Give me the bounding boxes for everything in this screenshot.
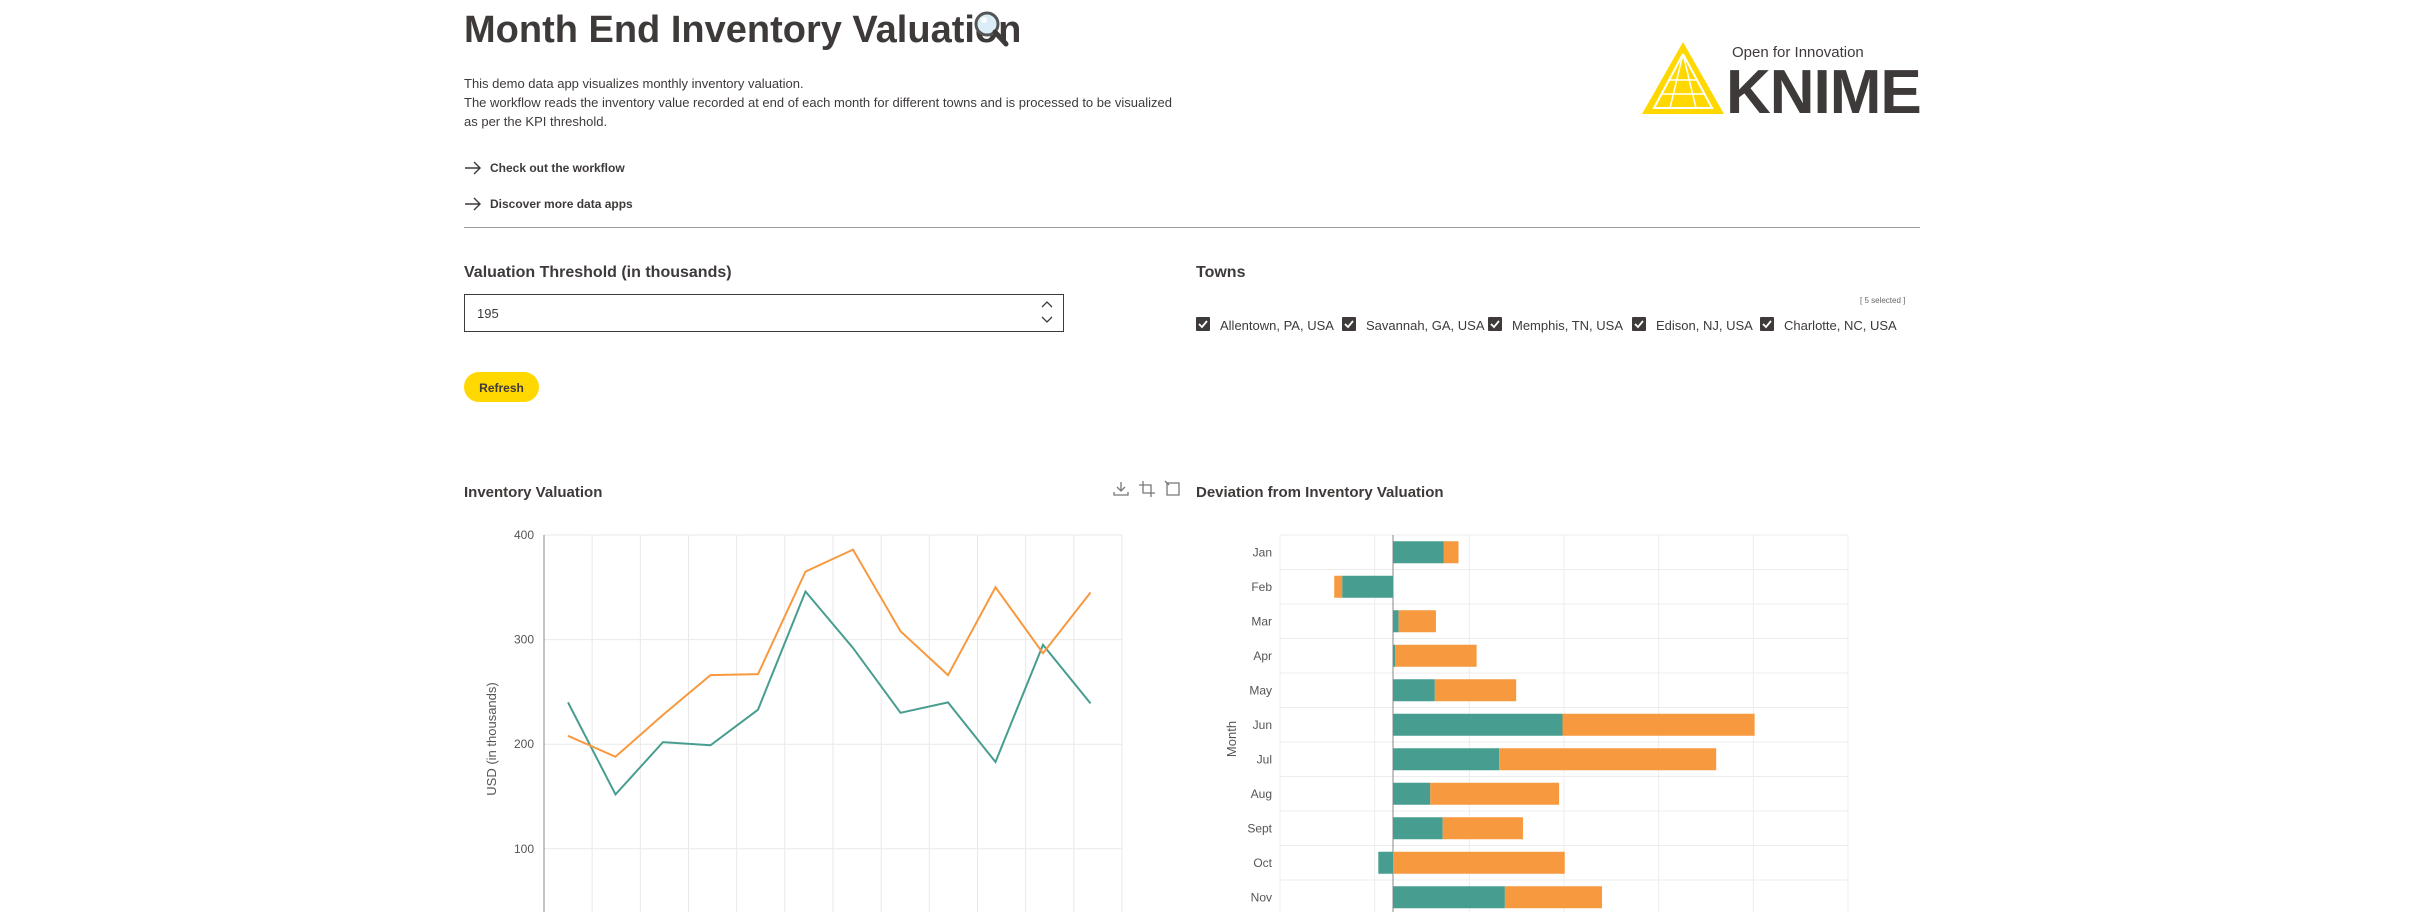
- bar-segment-2: [1562, 713, 1755, 736]
- category-label: Jan: [1253, 545, 1272, 559]
- category-label: May: [1249, 683, 1272, 697]
- arrow-right-icon: [465, 197, 481, 211]
- checkbox[interactable]: [1632, 317, 1646, 331]
- category-label: Jun: [1253, 718, 1272, 732]
- category-label: Apr: [1253, 649, 1272, 663]
- inventory-valuation-chart: 100 200 300 400 USD (in thousands): [484, 528, 1123, 912]
- bar-segment-1: [1393, 541, 1444, 564]
- threshold-input[interactable]: 195: [464, 294, 1064, 332]
- bar-segment-2: [1504, 886, 1603, 909]
- logo-tagline: Open for Innovation: [1732, 44, 1864, 61]
- bar-segment-2: [1434, 679, 1517, 702]
- bar-segment-2: [1499, 748, 1717, 771]
- checkbox[interactable]: [1760, 317, 1774, 331]
- y-tick-label: 300: [514, 633, 534, 647]
- bar-segment-2: [1443, 541, 1459, 564]
- category-label: Nov: [1251, 890, 1272, 904]
- y-axis-label: Month: [1224, 721, 1239, 757]
- category-label: Aug: [1251, 787, 1272, 801]
- category-label: Mar: [1251, 614, 1272, 628]
- town-label[interactable]: Memphis, TN, USA: [1512, 318, 1624, 333]
- category-label: Feb: [1251, 580, 1272, 594]
- description-line: This demo data app visualizes monthly in…: [464, 76, 804, 91]
- towns-label: Towns: [1196, 264, 1246, 281]
- deviation-chart: Jan Feb Mar Apr May Jun Jul Aug Sept Oct Nov Month: [1224, 534, 1849, 912]
- bar-segment-1: [1393, 886, 1505, 909]
- check-icon: [1762, 320, 1772, 329]
- y-axis-label: USD (in thousands): [484, 682, 499, 795]
- town-label[interactable]: Savannah, GA, USA: [1366, 318, 1485, 333]
- y-tick-label: 100: [514, 842, 534, 856]
- bar-segment-1: [1378, 851, 1393, 874]
- bar-chart-title: Deviation from Inventory Valuation: [1196, 484, 1444, 501]
- reset-zoom-icon[interactable]: [1164, 480, 1182, 498]
- app-description: This demo data app visualizes monthly in…: [464, 74, 1224, 131]
- workflow-link-label[interactable]: Check out the workflow: [490, 161, 625, 175]
- check-icon: [1634, 320, 1644, 329]
- download-icon[interactable]: [1112, 480, 1130, 498]
- knime-logo: Open for Innovation KNIME: [1640, 36, 1922, 124]
- logo-wordmark: KNIME: [1726, 58, 1922, 127]
- town-label[interactable]: Edison, NJ, USA: [1656, 318, 1753, 333]
- chevron-down-icon[interactable]: [1039, 314, 1055, 326]
- threshold-label: Valuation Threshold (in thousands): [464, 264, 732, 281]
- bar-segment-2: [1430, 782, 1560, 805]
- bar-segment-2: [1334, 575, 1343, 598]
- more-apps-link-label[interactable]: Discover more data apps: [490, 197, 633, 211]
- bar-segment-2: [1398, 610, 1436, 633]
- category-label: Sept: [1247, 821, 1272, 835]
- threshold-value[interactable]: 195: [477, 306, 499, 321]
- magnifier-icon: [974, 11, 1009, 47]
- threshold-stepper[interactable]: [1039, 298, 1055, 328]
- category-label: Jul: [1257, 752, 1272, 766]
- bar-segment-1: [1393, 713, 1563, 736]
- y-tick-label: 400: [514, 528, 534, 542]
- town-label[interactable]: Charlotte, NC, USA: [1784, 318, 1897, 333]
- page-title: Month End Inventory Valuation: [464, 9, 1022, 51]
- bar-segment-2: [1442, 817, 1523, 840]
- checkbox[interactable]: [1488, 317, 1502, 331]
- bar-segment-1: [1393, 782, 1431, 805]
- refresh-button[interactable]: Refresh: [464, 372, 539, 402]
- bar-segment-1: [1393, 817, 1443, 840]
- selected-count: [ 5 selected ]: [1860, 296, 1906, 305]
- arrow-right-icon: [465, 161, 481, 175]
- checkbox[interactable]: [1196, 317, 1210, 331]
- check-icon: [1344, 320, 1354, 329]
- category-label: Oct: [1253, 856, 1272, 870]
- line-chart-title: Inventory Valuation: [464, 484, 603, 501]
- bar-segment-1: [1393, 679, 1435, 702]
- knime-triangle-logo-icon: [1642, 42, 1724, 114]
- zoom-select-icon[interactable]: [1138, 480, 1156, 498]
- check-icon: [1198, 320, 1208, 329]
- check-icon: [1490, 320, 1500, 329]
- town-label[interactable]: Allentown, PA, USA: [1220, 318, 1334, 333]
- description-line: as per the KPI threshold.: [464, 114, 608, 129]
- checkbox[interactable]: [1342, 317, 1356, 331]
- description-line: The workflow reads the inventory value r…: [464, 95, 1172, 110]
- bar-segment-2: [1395, 644, 1477, 667]
- bar-segment-1: [1393, 610, 1399, 633]
- bar-segment-1: [1393, 644, 1396, 667]
- series-line-2: [567, 548, 1092, 758]
- bar-segment-1: [1393, 748, 1500, 771]
- chevron-up-icon[interactable]: [1039, 298, 1055, 310]
- header-divider: [464, 227, 1920, 228]
- bar-segment-1: [1342, 575, 1393, 598]
- y-tick-label: 200: [514, 737, 534, 751]
- series-line-1: [567, 589, 1092, 797]
- bar-segment-2: [1393, 851, 1565, 874]
